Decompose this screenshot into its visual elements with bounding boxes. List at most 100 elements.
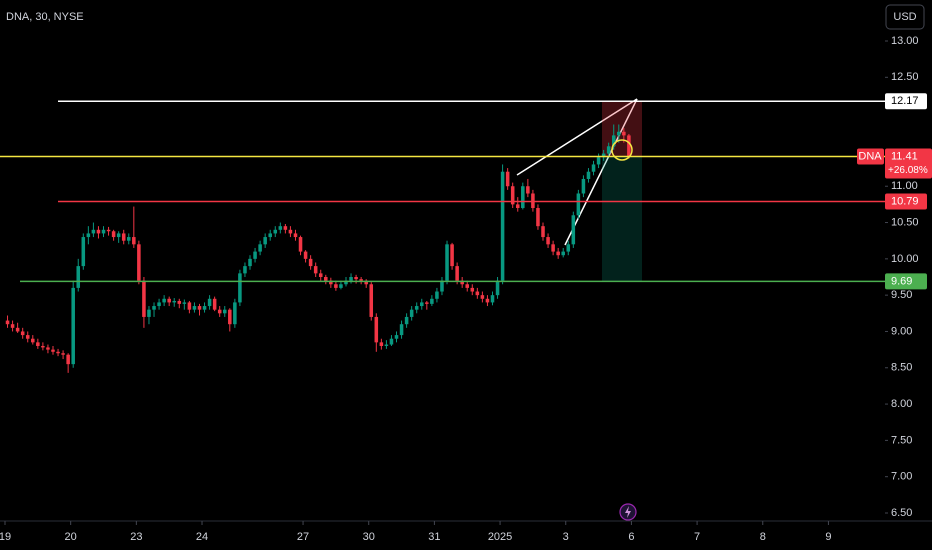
candle-body (601, 153, 606, 158)
candle-body (404, 316, 409, 325)
candle-body (465, 284, 470, 288)
currency[interactable]: USD (893, 11, 916, 23)
candle-body (354, 277, 358, 280)
candle-body (556, 251, 560, 256)
wedge-line (564, 98, 638, 246)
level-label-bg (885, 273, 927, 290)
candle-body (349, 277, 353, 281)
candle-body (435, 291, 439, 299)
candle-body (278, 226, 283, 230)
candle-body (485, 298, 490, 303)
candle-body (71, 287, 75, 365)
y-tick-label: 9.50 (891, 289, 912, 301)
candle-body (450, 244, 454, 267)
level-label-bg (885, 193, 927, 210)
candle-body (470, 287, 475, 292)
candle-body (238, 273, 242, 303)
x-tick-label: 27 (297, 531, 309, 543)
candle-body (536, 208, 540, 227)
candle-body (500, 171, 505, 281)
candle-body (182, 302, 187, 304)
candle-body (298, 237, 303, 252)
wedge-line (516, 98, 638, 176)
level-label: 9.69 (891, 275, 912, 287)
candle-body (248, 258, 252, 267)
candle-body (303, 251, 308, 259)
candle-body (495, 280, 500, 296)
target-zone (602, 156, 642, 282)
candle-body (541, 226, 545, 238)
candle-body (76, 266, 81, 288)
candle-body (606, 146, 611, 154)
candle-body (364, 280, 368, 285)
candle-body (596, 157, 601, 165)
level-label-bg (885, 93, 927, 110)
symbol-tag: DNA (858, 150, 882, 162)
price-label-bg (885, 148, 932, 179)
candle-body (51, 349, 55, 352)
candle-body (308, 258, 313, 267)
candle-body (586, 171, 591, 179)
candle-body (96, 229, 101, 234)
candle-body (137, 244, 141, 281)
candle-body (116, 233, 121, 238)
y-tick-label: 10.50 (891, 216, 919, 228)
candle-body (374, 316, 379, 343)
candle-body (10, 324, 15, 328)
x-tick-label: 19 (0, 531, 11, 543)
candle-body (207, 298, 212, 307)
candle-body (617, 131, 621, 136)
y-tick-label: 10.00 (891, 253, 919, 265)
candle-body (121, 233, 126, 241)
candle-body (622, 131, 626, 136)
level-label: 10.79 (891, 195, 919, 207)
x-tick-label: 24 (196, 531, 208, 543)
candle-body (147, 309, 151, 317)
candle-body (268, 233, 272, 238)
candle-body (36, 342, 40, 346)
candle-body (409, 309, 414, 317)
x-tick-label: 8 (760, 531, 766, 543)
candle-body (419, 302, 424, 307)
candle-body (233, 302, 237, 325)
y-tick-label: 8.00 (891, 398, 912, 410)
candle-body (384, 344, 389, 346)
candle-body (369, 284, 374, 317)
y-tick-label: 8.50 (891, 362, 912, 374)
price-change: +26.08% (888, 165, 928, 176)
candle-body (313, 266, 318, 274)
candle-body (399, 324, 404, 336)
bolt (625, 506, 631, 518)
candle-body (283, 226, 288, 230)
symbol-header: DNA, 30, NYSE (6, 11, 84, 23)
candle-body (611, 135, 616, 147)
candle-body (546, 237, 550, 245)
x-tick-label: 3 (563, 531, 569, 543)
y-tick-label: 13.00 (891, 35, 919, 47)
y-tick-label: 6.50 (891, 507, 912, 519)
candle-body (253, 251, 257, 259)
candle-body (445, 244, 449, 281)
candle-body (288, 229, 293, 234)
candle-body (228, 309, 232, 325)
candle-body (152, 306, 156, 310)
highlight-circle (611, 139, 633, 161)
candle-body (106, 229, 111, 232)
currency-box[interactable] (885, 4, 925, 30)
y-tick-label: 11.00 (891, 180, 918, 192)
x-tick-label: 9 (825, 531, 831, 543)
candle-body (490, 295, 495, 303)
candle-body (359, 279, 363, 281)
candle-body (167, 298, 171, 303)
candle-body (561, 251, 565, 256)
candle-body (394, 335, 399, 339)
candle-body (15, 327, 20, 332)
candle-body (157, 302, 161, 307)
candle-body (202, 306, 207, 310)
candle-body (414, 306, 419, 310)
level-label: 12.17 (891, 95, 919, 107)
symbol-tag-bg (857, 148, 884, 165)
candle-body (31, 338, 35, 343)
candle-body (177, 300, 182, 304)
